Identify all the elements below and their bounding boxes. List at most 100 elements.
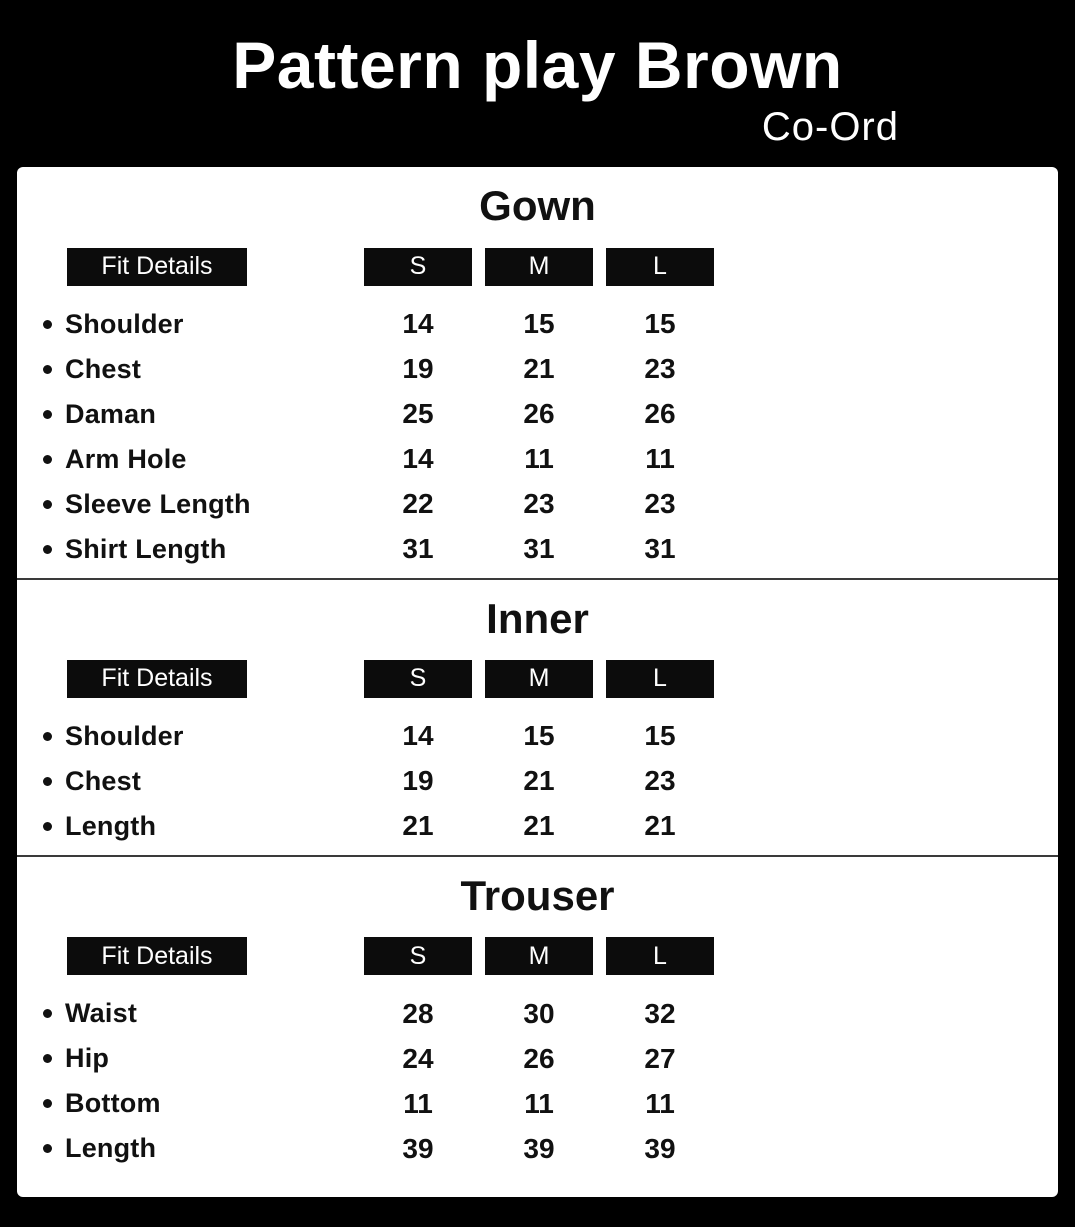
measurement-value: 23 [644, 488, 676, 520]
row-label-cell: Chest [43, 354, 351, 385]
measurement-value: 11 [403, 1087, 433, 1119]
row-label-cell: Length [43, 1133, 351, 1164]
bullet-dot-icon [43, 821, 52, 831]
measurement-value: 15 [523, 720, 555, 752]
fit-details-cell: Fit Details [43, 937, 351, 976]
measurement-label: Hip [65, 1043, 110, 1074]
measurement-value: 23 [644, 765, 676, 797]
measurement-value: 26 [644, 398, 676, 430]
measurement-label: Shirt Length [65, 533, 227, 564]
row-label-cell: Hip [43, 1043, 351, 1074]
bullet-dot-icon [43, 1009, 52, 1019]
measurement-value: 25 [402, 398, 434, 430]
measurement-value: 26 [523, 398, 555, 430]
size-column-header: L [606, 659, 714, 698]
bullet-dot-icon [43, 499, 52, 509]
measurement-value: 24 [402, 1042, 434, 1074]
measurement-label: Shoulder [65, 308, 184, 339]
row-label-cell: Shirt Length [43, 534, 351, 565]
measurement-value: 19 [402, 353, 434, 385]
measurement-value: 26 [523, 1042, 555, 1074]
measurement-label: Arm Hole [65, 443, 187, 474]
measurement-row: Shoulder 14 15 15 [17, 302, 1058, 347]
measurement-value: 11 [524, 443, 554, 475]
measurement-value: 11 [645, 1087, 675, 1119]
measurement-row: Hip 24 26 27 [17, 1036, 1058, 1081]
measurement-value: 31 [402, 533, 434, 565]
product-subtitle: Co-Ord [761, 105, 899, 150]
section-title: Gown [479, 182, 596, 230]
measurement-value: 23 [644, 353, 676, 385]
measurement-value: 15 [644, 720, 676, 752]
measurement-row: Length 21 21 21 [17, 804, 1058, 849]
bullet-dot-icon [43, 1054, 52, 1064]
measurement-value: 28 [402, 997, 434, 1029]
bullet-dot-icon [43, 1099, 52, 1109]
measurement-value: 39 [523, 1132, 555, 1164]
fit-details-badge: Fit Details [67, 937, 247, 976]
measurement-row: Shirt Length 31 31 31 [17, 527, 1058, 572]
row-label-cell: Shoulder [43, 309, 351, 340]
section-title: Trouser [460, 871, 615, 919]
row-label-cell: Chest [43, 766, 351, 797]
size-column-header: M [485, 247, 593, 286]
bullet-dot-icon [43, 731, 52, 741]
row-label-cell: Sleeve Length [43, 489, 351, 520]
size-column-header: S [364, 247, 472, 286]
measurement-row: Waist 28 30 32 [17, 991, 1058, 1036]
row-label-cell: Bottom [43, 1088, 351, 1119]
measurement-label: Length [65, 1133, 157, 1164]
size-badge: M [485, 937, 593, 976]
measurement-value: 14 [402, 308, 434, 340]
row-label-cell: Daman [43, 399, 351, 430]
bullet-dot-icon [43, 364, 52, 374]
measurement-label: Chest [65, 765, 142, 796]
measurement-value: 39 [644, 1132, 676, 1164]
measurement-value: 15 [644, 308, 676, 340]
section-title: Inner [486, 594, 589, 642]
size-column-header: S [364, 937, 472, 976]
measurement-value: 21 [402, 810, 434, 842]
measurement-value: 30 [523, 997, 555, 1029]
size-column-header: M [485, 659, 593, 698]
size-column-header: L [606, 937, 714, 976]
measurement-row: Sleeve Length 22 23 23 [17, 482, 1058, 527]
measurement-value: 21 [644, 810, 676, 842]
measurement-value: 21 [523, 765, 555, 797]
bullet-dot-icon [43, 454, 52, 464]
measurement-row: Chest 19 21 23 [17, 347, 1058, 392]
measurement-label: Shoulder [65, 720, 184, 751]
size-badge: M [485, 247, 593, 286]
measurement-value: 22 [402, 488, 434, 520]
measurement-row: Bottom 11 11 11 [17, 1081, 1058, 1126]
measurement-row: Shoulder 14 15 15 [17, 714, 1058, 759]
measurement-value: 27 [644, 1042, 676, 1074]
row-label-cell: Arm Hole [43, 444, 351, 475]
size-column-header: L [606, 247, 714, 286]
measurement-value: 21 [523, 810, 555, 842]
size-badge: L [606, 937, 714, 976]
measurement-value: 32 [644, 997, 676, 1029]
bullet-dot-icon [43, 409, 52, 419]
bullet-dot-icon [43, 1144, 52, 1154]
bullet-dot-icon [43, 319, 52, 329]
size-badge: L [606, 247, 714, 286]
measurement-label: Chest [65, 353, 142, 384]
row-label-cell: Length [43, 811, 351, 842]
fit-details-cell: Fit Details [43, 659, 351, 698]
row-label-cell: Waist [43, 998, 351, 1029]
bullet-dot-icon [43, 544, 52, 554]
fit-details-cell: Fit Details [43, 247, 351, 286]
header: Pattern play Brown Co-Ord [0, 0, 1075, 150]
measurement-value: 15 [523, 308, 555, 340]
fit-details-badge: Fit Details [67, 247, 247, 286]
measurement-value: 39 [402, 1132, 434, 1164]
